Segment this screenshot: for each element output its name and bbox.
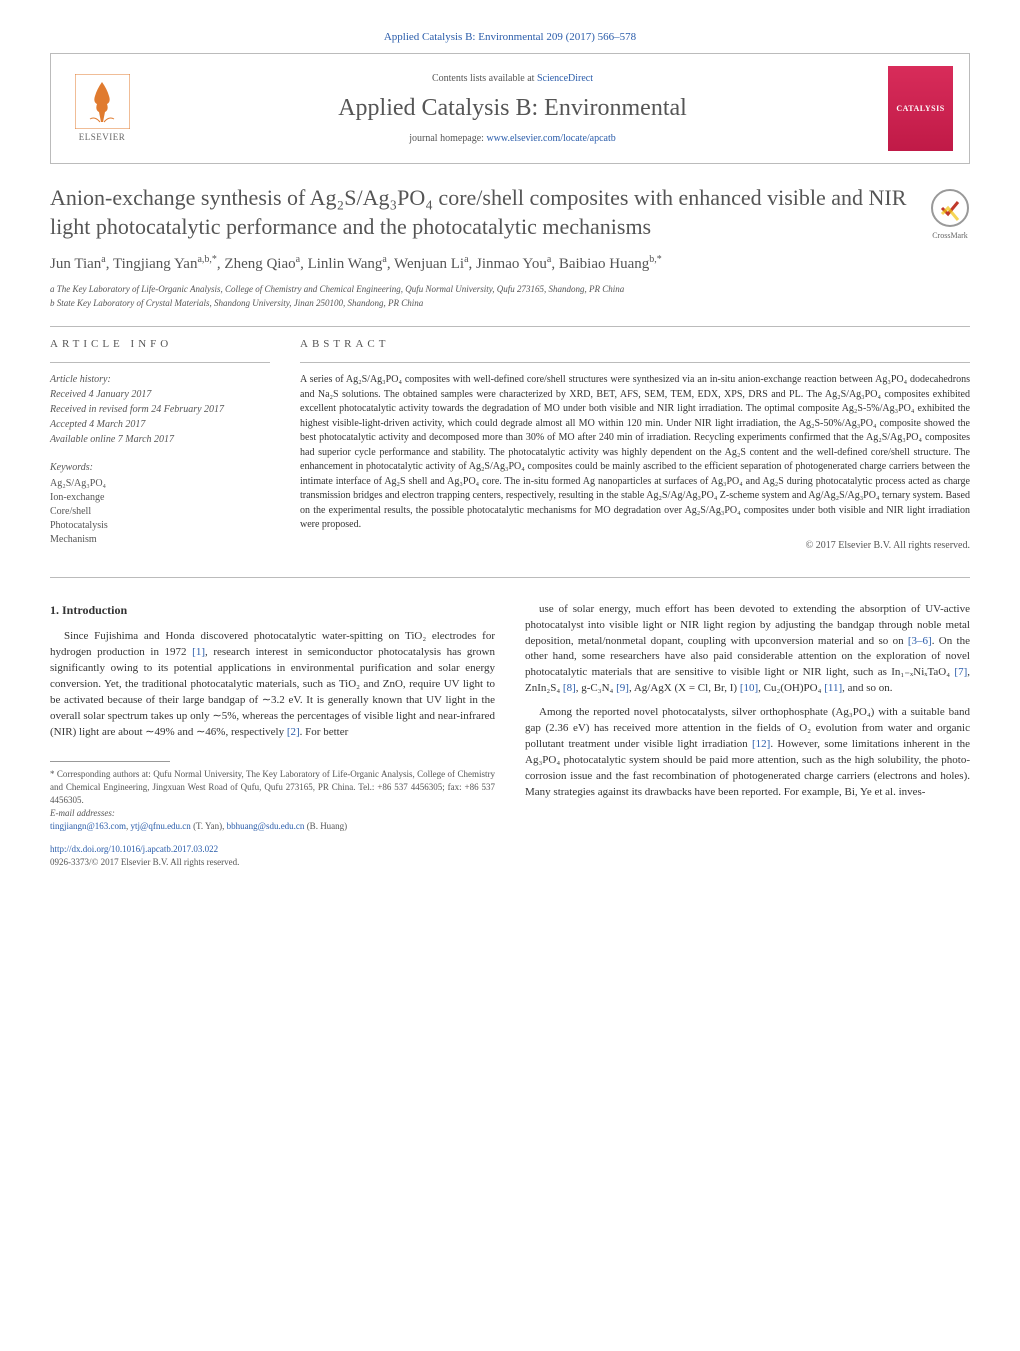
affiliation-a: a The Key Laboratory of Life-Organic Ana… [50, 283, 970, 296]
keyword-3: Core/shell [50, 505, 270, 519]
abstract-text: A series of Ag₂S/Ag₃PO₄ composites with … [300, 373, 970, 533]
abstract-block: abstract A series of Ag₂S/Ag₃PO₄ composi… [300, 337, 970, 553]
article-title: Anion-exchange synthesis of Ag₂S/Ag₃PO₄ … [50, 184, 910, 241]
cover-label: CATALYSIS [896, 103, 944, 114]
crossmark-label: CrossMark [932, 230, 968, 241]
intro-heading: 1. Introduction [50, 602, 495, 619]
history-label: Article history: [50, 373, 270, 387]
sciencedirect-link[interactable]: ScienceDirect [537, 73, 593, 84]
header-center: Contents lists available at ScienceDirec… [137, 72, 888, 146]
right-column: use of solar energy, much effort has bee… [525, 602, 970, 869]
doi-link[interactable]: http://dx.doi.org/10.1016/j.apcatb.2017.… [50, 844, 218, 854]
keyword-1: Ag₂S/Ag₃PO₄ [50, 477, 270, 491]
author-list: Jun Tiana, Tingjiang Yana,b,*, Zheng Qia… [50, 254, 970, 275]
history-online: Available online 7 March 2017 [50, 433, 270, 447]
keywords-block: Keywords: Ag₂S/Ag₃PO₄ Ion-exchange Core/… [50, 461, 270, 547]
abstract-heading: abstract [300, 337, 970, 352]
publisher-logo: ELSEVIER [67, 74, 137, 144]
article-info-heading: article info [50, 337, 270, 352]
footnotes: * Corresponding authors at: Qufu Normal … [50, 768, 495, 833]
info-abstract-row: article info Article history: Received 4… [50, 337, 970, 553]
history-revised: Received in revised form 24 February 201… [50, 403, 270, 417]
abstract-copyright: © 2017 Elsevier B.V. All rights reserved… [300, 539, 970, 553]
citation-link[interactable]: Applied Catalysis B: Environmental 209 (… [384, 31, 636, 43]
contents-line: Contents lists available at ScienceDirec… [137, 72, 888, 86]
issn-copyright: 0926-3373/© 2017 Elsevier B.V. All right… [50, 857, 239, 867]
history-accepted: Accepted 4 March 2017 [50, 418, 270, 432]
affiliation-b: b State Key Laboratory of Crystal Materi… [50, 297, 970, 310]
keyword-5: Mechanism [50, 533, 270, 547]
publisher-name: ELSEVIER [79, 131, 126, 144]
history-received: Received 4 January 2017 [50, 388, 270, 402]
article-info: article info Article history: Received 4… [50, 337, 270, 553]
keyword-4: Photocatalysis [50, 519, 270, 533]
contents-prefix: Contents lists available at [432, 73, 537, 84]
journal-homepage: journal homepage: www.elsevier.com/locat… [137, 132, 888, 146]
body-columns: 1. Introduction Since Fujishima and Hond… [50, 602, 970, 869]
keywords-label: Keywords: [50, 461, 270, 475]
email-label: E-mail addresses: [50, 807, 495, 820]
intro-p1: Since Fujishima and Honda discovered pho… [50, 629, 495, 741]
crossmark-badge[interactable]: CrossMark [930, 188, 970, 241]
author-emails: tingjiangn@163.com, ytj@qfnu.edu.cn (T. … [50, 820, 495, 833]
intro-p3: Among the reported novel photocatalysts,… [525, 705, 970, 801]
left-column: 1. Introduction Since Fujishima and Hond… [50, 602, 495, 869]
crossmark-icon [930, 188, 970, 228]
homepage-prefix: journal homepage: [409, 133, 486, 144]
divider [50, 577, 970, 578]
corresponding-author-note: * Corresponding authors at: Qufu Normal … [50, 768, 495, 807]
affiliations: a The Key Laboratory of Life-Organic Ana… [50, 283, 970, 310]
journal-cover-thumbnail: CATALYSIS [888, 66, 953, 151]
elsevier-tree-icon [75, 74, 130, 129]
article-history: Article history: Received 4 January 2017… [50, 373, 270, 447]
journal-header: ELSEVIER Contents lists available at Sci… [50, 53, 970, 164]
journal-name: Applied Catalysis B: Environmental [137, 92, 888, 126]
title-row: Anion-exchange synthesis of Ag₂S/Ag₃PO₄ … [50, 184, 970, 241]
intro-p2: use of solar energy, much effort has bee… [525, 602, 970, 698]
keyword-2: Ion-exchange [50, 491, 270, 505]
footnote-separator [50, 761, 170, 762]
homepage-link[interactable]: www.elsevier.com/locate/apcatb [486, 133, 615, 144]
journal-citation: Applied Catalysis B: Environmental 209 (… [50, 30, 970, 45]
divider [50, 326, 970, 327]
footer-info: http://dx.doi.org/10.1016/j.apcatb.2017.… [50, 843, 495, 869]
